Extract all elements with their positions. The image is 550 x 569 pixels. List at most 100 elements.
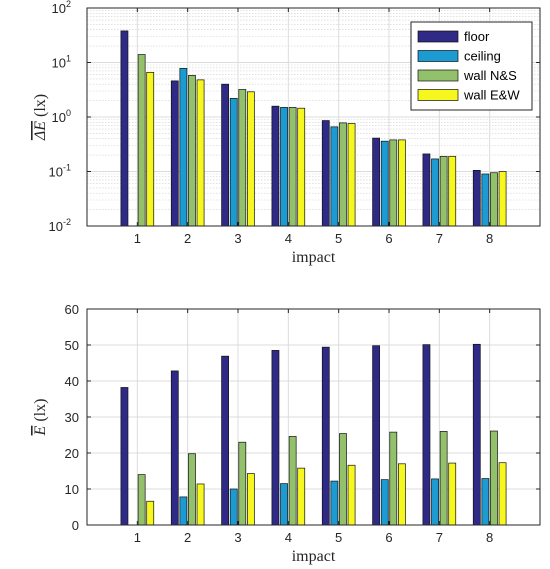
y-tick-label: 10-1 — [49, 163, 71, 180]
bar-wallew-5 — [347, 123, 356, 227]
bar-floor-7 — [422, 344, 431, 526]
y-tick-exponent: 0 — [66, 108, 71, 118]
x-tick-label: 8 — [486, 530, 493, 545]
bar-wallns-7 — [439, 155, 448, 227]
bar-wallew-8 — [498, 462, 507, 526]
x-tick-label: 8 — [486, 231, 493, 246]
y-tick-label: 40 — [65, 374, 79, 389]
bar-ceiling-8 — [481, 478, 490, 526]
bar-wallew-3 — [247, 473, 255, 526]
legend-swatch-floor — [417, 30, 459, 43]
x-axis-label: impact — [292, 548, 336, 565]
bar-wallew-4 — [297, 107, 306, 227]
bar-ceiling-7 — [431, 158, 439, 227]
bar-wallns-3 — [238, 441, 247, 526]
bar-wallew-1 — [146, 71, 155, 227]
x-tick-label: 7 — [436, 530, 443, 545]
bar-floor-4 — [271, 350, 280, 526]
bar-floor-2 — [170, 370, 179, 526]
y-tick-label: 101 — [52, 54, 71, 71]
bar-ceiling-8 — [481, 173, 490, 227]
bar-floor-8 — [472, 343, 481, 526]
y-axis-label: E (lx) — [32, 399, 49, 437]
bar-wallns-2 — [188, 453, 196, 526]
bar-wallew-5 — [347, 464, 356, 526]
grid — [87, 308, 540, 526]
bar-wallns-8 — [490, 430, 498, 526]
y-tick-label: 30 — [65, 410, 79, 425]
bar-floor-7 — [422, 153, 431, 227]
y-tick-label: 20 — [65, 446, 79, 461]
y-axis-label-unit: (lx) — [32, 94, 49, 117]
bar-ceiling-5 — [330, 126, 339, 227]
y-tick-exponent: 1 — [66, 54, 71, 64]
x-tick-label: 4 — [285, 231, 292, 246]
bar-floor-2 — [170, 80, 179, 227]
bar-wallns-3 — [238, 89, 247, 227]
bar-wallns-7 — [439, 431, 448, 526]
bar-wallns-5 — [339, 433, 347, 526]
x-axis-label: impact — [292, 249, 336, 266]
legend: floor ceiling wall N&S wall E&W — [410, 21, 533, 111]
x-tick-label: 2 — [184, 231, 191, 246]
y-tick-exponent: -1 — [63, 163, 71, 173]
x-tick-label: 1 — [134, 530, 141, 545]
bar-floor-3 — [221, 83, 229, 227]
bar-floor-5 — [321, 346, 330, 526]
bars — [120, 343, 507, 526]
y-tick-label: 0 — [72, 518, 79, 533]
bar-wallew-2 — [196, 79, 205, 227]
x-tick-label: 5 — [335, 530, 342, 545]
bar-ceiling-3 — [229, 488, 238, 526]
y-axis-label-symbol: ΔE — [32, 121, 49, 141]
bar-floor-6 — [372, 137, 380, 227]
y-tick-base: 10 — [52, 110, 66, 125]
bar-wallew-7 — [448, 462, 457, 526]
bar-wallew-2 — [196, 483, 205, 526]
legend-swatch-wallew — [417, 89, 459, 101]
bar-ceiling-4 — [280, 483, 288, 526]
legend-label: floor — [464, 29, 490, 44]
y-tick-base: 10 — [52, 1, 66, 16]
bar-floor-6 — [372, 345, 380, 526]
y-tick-label: 10-2 — [49, 217, 71, 234]
y-tick-base: 10 — [49, 165, 63, 180]
bar-wallew-3 — [247, 91, 255, 227]
legend-label: wall E&W — [463, 88, 520, 103]
x-tick-label: 7 — [436, 231, 443, 246]
bar-wallns-6 — [389, 431, 398, 526]
y-tick-base: 10 — [52, 56, 66, 71]
bar-wallew-7 — [448, 155, 457, 227]
bar-wallew-6 — [398, 139, 406, 227]
bar-wallew-6 — [398, 463, 406, 526]
x-tick-label: 1 — [134, 231, 141, 246]
legend-label: wall N&S — [463, 68, 517, 83]
x-tick-label: 2 — [184, 530, 191, 545]
bar-wallns-5 — [339, 122, 347, 227]
bar-wallew-1 — [146, 500, 155, 526]
bar-wallns-2 — [188, 75, 196, 227]
x-tick-label: 3 — [234, 530, 241, 545]
x-tick-label: 6 — [385, 231, 392, 246]
bars — [120, 30, 507, 227]
x-tick-label: 4 — [285, 530, 292, 545]
bar-ceiling-6 — [380, 479, 389, 526]
y-tick-exponent: 2 — [66, 0, 71, 9]
x-tick-label: 6 — [385, 530, 392, 545]
bar-wallns-6 — [389, 139, 398, 227]
y-tick-label: 10 — [65, 482, 79, 497]
x-tick-label: 5 — [335, 231, 342, 246]
y-tick-base: 10 — [49, 219, 63, 234]
y-axis-label-unit: (lx) — [32, 399, 49, 422]
bar-floor-8 — [472, 169, 481, 227]
bar-ceiling-3 — [229, 97, 238, 227]
bar-floor-5 — [321, 120, 330, 227]
bar-wallns-1 — [137, 54, 146, 227]
bar-ceiling-2 — [179, 496, 188, 526]
bar-ceiling-5 — [330, 480, 339, 526]
bar-ceiling-4 — [280, 107, 288, 227]
y-tick-label: 60 — [65, 302, 79, 317]
y-tick-exponent: -2 — [63, 217, 71, 227]
